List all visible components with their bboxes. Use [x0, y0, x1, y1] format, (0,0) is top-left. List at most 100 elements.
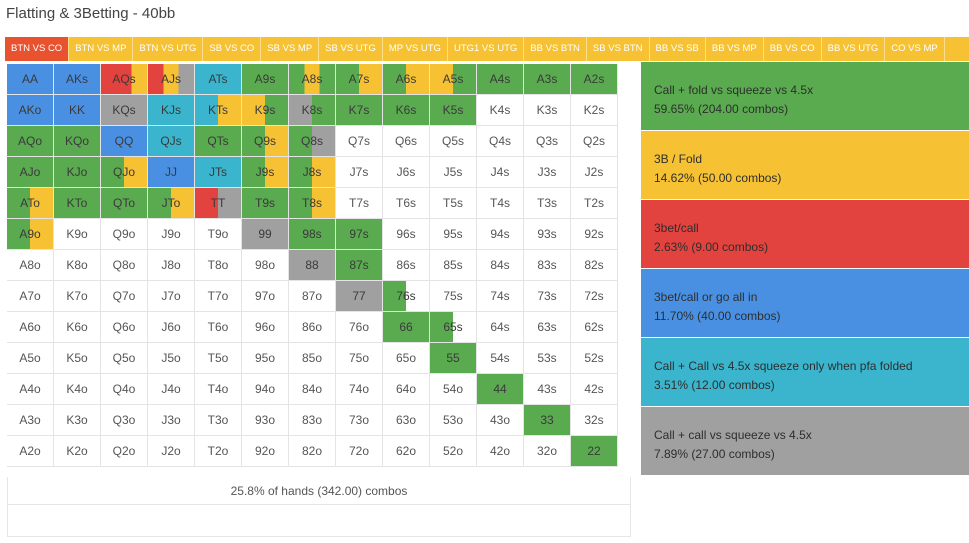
- hand-cell[interactable]: T9s: [242, 188, 289, 219]
- tab-sb-vs-mp[interactable]: SB VS MP: [261, 37, 320, 61]
- hand-cell[interactable]: A8s: [289, 64, 336, 95]
- hand-cell[interactable]: A3o: [7, 405, 54, 436]
- hand-cell[interactable]: J8s: [289, 157, 336, 188]
- hand-cell[interactable]: A5s: [430, 64, 477, 95]
- hand-cell[interactable]: A4o: [7, 374, 54, 405]
- hand-cell[interactable]: 54s: [477, 343, 524, 374]
- hand-cell[interactable]: 99: [242, 219, 289, 250]
- hand-cell[interactable]: 74s: [477, 281, 524, 312]
- hand-cell[interactable]: 97s: [336, 219, 383, 250]
- hand-cell[interactable]: J7s: [336, 157, 383, 188]
- hand-cell[interactable]: J5o: [148, 343, 195, 374]
- hand-cell[interactable]: 42o: [477, 436, 524, 467]
- hand-cell[interactable]: QJo: [101, 157, 148, 188]
- hand-cell[interactable]: K3o: [54, 405, 101, 436]
- hand-cell[interactable]: T7s: [336, 188, 383, 219]
- hand-cell[interactable]: 82o: [289, 436, 336, 467]
- hand-cell[interactable]: 76s: [383, 281, 430, 312]
- hand-cell[interactable]: 42s: [571, 374, 618, 405]
- hand-cell[interactable]: 22: [571, 436, 618, 467]
- hand-cell[interactable]: 72o: [336, 436, 383, 467]
- hand-cell[interactable]: Q9s: [242, 126, 289, 157]
- hand-cell[interactable]: J6s: [383, 157, 430, 188]
- hand-cell[interactable]: J2s: [571, 157, 618, 188]
- hand-cell[interactable]: QTo: [101, 188, 148, 219]
- hand-cell[interactable]: J8o: [148, 250, 195, 281]
- hand-cell[interactable]: AQs: [101, 64, 148, 95]
- hand-cell[interactable]: T4o: [195, 374, 242, 405]
- hand-cell[interactable]: J9o: [148, 219, 195, 250]
- hand-cell[interactable]: 84s: [477, 250, 524, 281]
- hand-cell[interactable]: 87o: [289, 281, 336, 312]
- hand-cell[interactable]: 98s: [289, 219, 336, 250]
- tab-mp-vs-utg[interactable]: MP VS UTG: [383, 37, 448, 61]
- hand-cell[interactable]: T7o: [195, 281, 242, 312]
- hand-cell[interactable]: Q7o: [101, 281, 148, 312]
- hand-cell[interactable]: K7s: [336, 95, 383, 126]
- hand-cell[interactable]: 66: [383, 312, 430, 343]
- tab-btn-vs-utg[interactable]: BTN VS UTG: [133, 37, 204, 61]
- hand-cell[interactable]: 64s: [477, 312, 524, 343]
- hand-cell[interactable]: 72s: [571, 281, 618, 312]
- hand-cell[interactable]: 85s: [430, 250, 477, 281]
- hand-cell[interactable]: J3o: [148, 405, 195, 436]
- hand-cell[interactable]: Q3s: [524, 126, 571, 157]
- hand-cell[interactable]: K2o: [54, 436, 101, 467]
- hand-cell[interactable]: 96o: [242, 312, 289, 343]
- hand-cell[interactable]: J4s: [477, 157, 524, 188]
- hand-cell[interactable]: 75o: [336, 343, 383, 374]
- hand-cell[interactable]: 55: [430, 343, 477, 374]
- tab-btn-vs-co[interactable]: BTN VS CO: [5, 37, 70, 61]
- hand-cell[interactable]: K7o: [54, 281, 101, 312]
- hand-cell[interactable]: 44: [477, 374, 524, 405]
- hand-cell[interactable]: T6o: [195, 312, 242, 343]
- hand-cell[interactable]: T8o: [195, 250, 242, 281]
- hand-cell[interactable]: 74o: [336, 374, 383, 405]
- hand-cell[interactable]: 77: [336, 281, 383, 312]
- hand-cell[interactable]: 88: [289, 250, 336, 281]
- hand-cell[interactable]: J3s: [524, 157, 571, 188]
- tab-bb-vs-sb[interactable]: BB VS SB: [650, 37, 706, 61]
- hand-cell[interactable]: T9o: [195, 219, 242, 250]
- hand-cell[interactable]: 53o: [430, 405, 477, 436]
- hand-cell[interactable]: J6o: [148, 312, 195, 343]
- hand-cell[interactable]: 86s: [383, 250, 430, 281]
- hand-cell[interactable]: 92s: [571, 219, 618, 250]
- hand-cell[interactable]: 97o: [242, 281, 289, 312]
- hand-cell[interactable]: Q9o: [101, 219, 148, 250]
- hand-cell[interactable]: 93s: [524, 219, 571, 250]
- hand-cell[interactable]: Q4o: [101, 374, 148, 405]
- hand-cell[interactable]: Q3o: [101, 405, 148, 436]
- hand-cell[interactable]: 93o: [242, 405, 289, 436]
- hand-cell[interactable]: ATo: [7, 188, 54, 219]
- tab-sb-vs-co[interactable]: SB VS CO: [203, 37, 262, 61]
- hand-cell[interactable]: T2s: [571, 188, 618, 219]
- hand-cell[interactable]: Q8s: [289, 126, 336, 157]
- hand-cell[interactable]: 65o: [383, 343, 430, 374]
- hand-cell[interactable]: A6s: [383, 64, 430, 95]
- hand-cell[interactable]: 65s: [430, 312, 477, 343]
- hand-cell[interactable]: K8o: [54, 250, 101, 281]
- hand-cell[interactable]: 32o: [524, 436, 571, 467]
- tab-bb-vs-utg[interactable]: BB VS UTG: [822, 37, 886, 61]
- hand-cell[interactable]: Q2s: [571, 126, 618, 157]
- tab-bb-vs-btn[interactable]: BB VS BTN: [524, 37, 587, 61]
- hand-cell[interactable]: Q6s: [383, 126, 430, 157]
- hand-cell[interactable]: A5o: [7, 343, 54, 374]
- hand-cell[interactable]: Q7s: [336, 126, 383, 157]
- hand-cell[interactable]: K6s: [383, 95, 430, 126]
- hand-cell[interactable]: A7o: [7, 281, 54, 312]
- hand-cell[interactable]: 86o: [289, 312, 336, 343]
- hand-cell[interactable]: Q2o: [101, 436, 148, 467]
- hand-cell[interactable]: J2o: [148, 436, 195, 467]
- tab-sb-vs-btn[interactable]: SB VS BTN: [587, 37, 650, 61]
- hand-cell[interactable]: AA: [7, 64, 54, 95]
- hand-cell[interactable]: KTo: [54, 188, 101, 219]
- hand-cell[interactable]: K8s: [289, 95, 336, 126]
- hand-cell[interactable]: 54o: [430, 374, 477, 405]
- hand-cell[interactable]: 63o: [383, 405, 430, 436]
- hand-cell[interactable]: A6o: [7, 312, 54, 343]
- hand-cell[interactable]: T6s: [383, 188, 430, 219]
- hand-cell[interactable]: Q5s: [430, 126, 477, 157]
- hand-cell[interactable]: K4o: [54, 374, 101, 405]
